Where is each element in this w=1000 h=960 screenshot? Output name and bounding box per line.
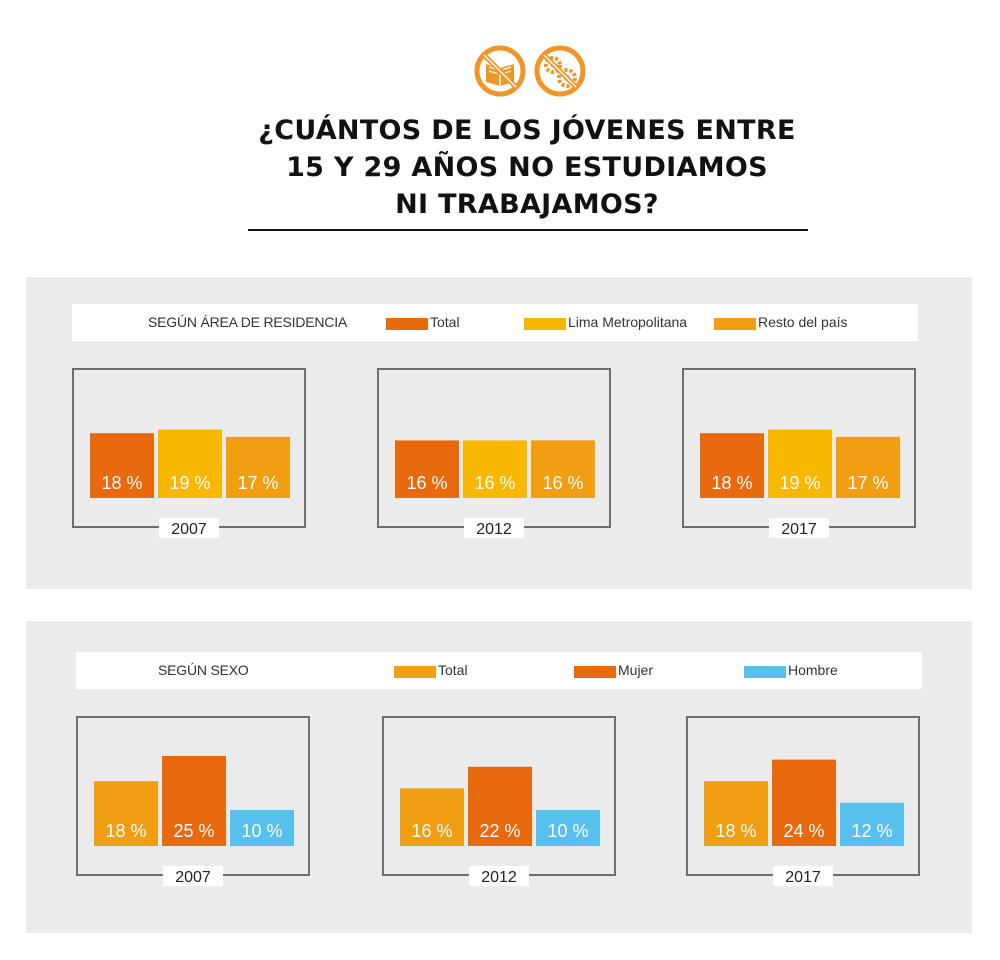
bar-value-label: 18 % <box>101 473 142 493</box>
legend-swatch-total <box>386 318 428 330</box>
year-label: 2017 <box>785 869 821 886</box>
residence-legend-title: SEGÚN ÁREA DE RESIDENCIA <box>148 314 348 330</box>
bar-value-label: 16 % <box>542 473 583 493</box>
bar-value-label: 18 % <box>715 821 756 841</box>
bar-value-label: 18 % <box>711 473 752 493</box>
bar-value-label: 19 % <box>169 473 210 493</box>
bar-value-label: 12 % <box>851 821 892 841</box>
bar-mujer <box>772 759 836 846</box>
bar-value-label: 19 % <box>779 473 820 493</box>
bar-total <box>700 433 764 498</box>
bar-value-label: 16 % <box>406 473 447 493</box>
header-icons <box>474 45 586 97</box>
legend-swatch-resto <box>714 318 756 330</box>
chart-residence-2012: 16 % 16 % 16 % 2012 <box>377 368 611 554</box>
legend-swatch-total <box>394 666 436 678</box>
bar-total <box>400 788 464 846</box>
legend-label-resto: Resto del país <box>758 314 848 330</box>
year-label-background <box>163 866 223 886</box>
title-line-3: NI TRABAJAMOS? <box>395 189 659 220</box>
year-label: 2012 <box>476 521 512 538</box>
bar-resto-del-pa-s <box>226 436 290 498</box>
chart-sex-2012: 16 % 22 % 10 % 2012 <box>382 716 616 902</box>
legend-label-mujer: Mujer <box>618 662 654 678</box>
title-line-2: 15 Y 29 AÑOS NO ESTUDIAMOS <box>286 152 768 183</box>
bar-mujer <box>468 766 532 846</box>
bar-value-label: 25 % <box>173 821 214 841</box>
legend-swatch-lima <box>524 318 566 330</box>
year-label-background <box>159 518 219 538</box>
year-label-background <box>464 518 524 538</box>
year-label: 2017 <box>781 521 817 538</box>
bar-value-label: 24 % <box>783 821 824 841</box>
residence-legend: SEGÚN ÁREA DE RESIDENCIA Total Lima Metr… <box>72 304 918 341</box>
no-work-gears-icon <box>534 45 586 97</box>
chart-residence-2017-svg: 18 % 19 % 17 % 2017 <box>700 429 900 538</box>
bar-total <box>90 433 154 498</box>
bar-value-label: 17 % <box>237 473 278 493</box>
chart-residence-2017: 18 % 19 % 17 % 2017 <box>682 368 916 554</box>
year-label: 2012 <box>481 869 517 886</box>
page-title: ¿CUÁNTOS DE LOS JÓVENES ENTRE 15 Y 29 AÑ… <box>230 112 824 223</box>
chart-sex-2007: 18 % 25 % 10 % 2007 <box>76 716 310 902</box>
legend-label-lima: Lima Metropolitana <box>568 314 688 330</box>
bar-value-label: 10 % <box>547 821 588 841</box>
legend-swatch-hombre <box>744 666 786 678</box>
legend-label-total: Total <box>430 314 460 330</box>
bar-value-label: 16 % <box>411 821 452 841</box>
chart-residence-2007: 18 % 19 % 17 % 2007 <box>72 368 306 554</box>
year-label-background <box>769 518 829 538</box>
chart-sex-2017: 18 % 24 % 12 % 2017 <box>686 716 920 902</box>
bar-total <box>94 781 158 846</box>
year-label: 2007 <box>171 521 207 538</box>
bar-hombre <box>536 810 600 846</box>
bar-value-label: 10 % <box>241 821 282 841</box>
sex-legend-title: SEGÚN SEXO <box>158 662 249 678</box>
bar-resto-del-pa-s <box>836 436 900 498</box>
bar-hombre <box>840 802 904 846</box>
legend-label-total: Total <box>438 662 468 678</box>
bar-value-label: 16 % <box>474 473 515 493</box>
bar-mujer <box>162 756 226 846</box>
bar-hombre <box>230 810 294 846</box>
chart-residence-2007-svg: 18 % 19 % 17 % 2007 <box>90 429 290 538</box>
bar-total <box>395 440 459 498</box>
bar-total <box>704 781 768 846</box>
bar-lima-metropolitana <box>463 440 527 498</box>
chart-residence-2012-svg: 16 % 16 % 16 % 2012 <box>395 440 595 538</box>
title-line-1: ¿CUÁNTOS DE LOS JÓVENES ENTRE <box>258 115 796 146</box>
bar-lima-metropolitana <box>158 429 222 498</box>
residence-panel: SEGÚN ÁREA DE RESIDENCIA Total Lima Metr… <box>26 277 972 589</box>
bar-value-label: 18 % <box>105 821 146 841</box>
bar-value-label: 22 % <box>479 821 520 841</box>
bar-lima-metropolitana <box>768 429 832 498</box>
sex-legend: SEGÚN SEXO Total Mujer Hombre <box>76 652 922 689</box>
title-underline <box>248 229 808 231</box>
legend-swatch-mujer <box>574 666 616 678</box>
year-label-background <box>773 866 833 886</box>
year-label: 2007 <box>175 869 211 886</box>
bar-value-label: 17 % <box>847 473 888 493</box>
year-label-background <box>469 866 529 886</box>
bar-resto-del-pa-s <box>531 440 595 498</box>
legend-label-hombre: Hombre <box>788 662 838 678</box>
chart-sex-2012-svg: 16 % 22 % 10 % 2012 <box>400 766 600 886</box>
no-study-book-icon <box>474 45 526 97</box>
chart-sex-2017-svg: 18 % 24 % 12 % 2017 <box>704 759 904 886</box>
chart-sex-2007-svg: 18 % 25 % 10 % 2007 <box>94 756 294 886</box>
sex-panel: SEGÚN SEXO Total Mujer Hombre 18 % 25 % 10… <box>26 621 972 933</box>
